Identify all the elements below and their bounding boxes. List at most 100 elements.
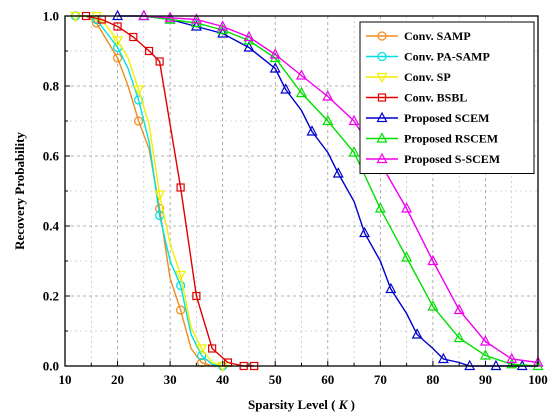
data-point bbox=[411, 328, 423, 339]
x-tick-label: 100 bbox=[528, 372, 548, 387]
axis-ticks: 10 20 30 40 50 60 70 80 90 100 0.0 0.2 0.4 0.6 0.8 1.0 bbox=[43, 9, 548, 388]
data-point bbox=[133, 85, 145, 96]
series-line bbox=[85, 15, 255, 367]
legend-item: Conv. SAMP bbox=[366, 29, 471, 43]
data-point bbox=[532, 359, 544, 371]
data-point bbox=[154, 190, 166, 201]
data-point bbox=[175, 270, 187, 282]
data-point bbox=[190, 16, 202, 28]
data-point bbox=[377, 51, 387, 62]
data-point bbox=[196, 344, 208, 355]
data-point bbox=[348, 114, 360, 126]
data-point bbox=[401, 251, 413, 262]
x-tick-label: 10 bbox=[59, 372, 72, 387]
y-tick-label: 0.8 bbox=[43, 79, 60, 94]
data-point bbox=[243, 41, 255, 52]
legend-label: Proposed SCEM bbox=[404, 111, 489, 125]
data-point bbox=[190, 13, 202, 24]
data-point bbox=[453, 331, 465, 343]
data-point bbox=[506, 352, 518, 364]
data-point bbox=[133, 116, 144, 126]
legend-label: Conv. SAMP bbox=[404, 29, 471, 43]
data-point bbox=[164, 13, 176, 24]
data-point bbox=[377, 31, 387, 41]
x-axis-label-close-paren: ) bbox=[347, 397, 355, 412]
legend-label: Conv. SP bbox=[404, 70, 451, 84]
x-axis-label: Sparsity Level ( K ) bbox=[248, 397, 355, 412]
y-tick-label: 0.2 bbox=[43, 289, 59, 304]
series-line bbox=[143, 15, 539, 367]
data-point bbox=[385, 282, 397, 294]
x-tick-label: 30 bbox=[164, 372, 177, 387]
series-line bbox=[75, 15, 234, 367]
data-point bbox=[479, 335, 491, 346]
x-tick-label: 50 bbox=[269, 372, 282, 387]
data-point bbox=[217, 27, 229, 38]
legend-item: Proposed S-SCEM bbox=[366, 152, 500, 166]
series-conv-sp bbox=[70, 11, 234, 373]
legend-item: Conv. PA-SAMP bbox=[366, 50, 490, 64]
legend-label: Proposed RSCEM bbox=[404, 132, 498, 146]
series-proposed-rscem bbox=[138, 9, 544, 371]
data-point bbox=[427, 300, 439, 311]
data-point bbox=[453, 303, 465, 315]
data-point bbox=[401, 202, 413, 213]
data-point bbox=[243, 30, 255, 42]
data-point bbox=[190, 20, 202, 31]
x-axis-label-open-paren: ( bbox=[328, 397, 339, 412]
series-line bbox=[143, 15, 539, 364]
data-point bbox=[129, 32, 138, 42]
x-tick-label: 60 bbox=[321, 372, 334, 387]
x-tick-label: 70 bbox=[374, 372, 387, 387]
data-point bbox=[376, 152, 388, 164]
legend-label: Conv. PA-SAMP bbox=[404, 50, 490, 64]
data-point bbox=[296, 69, 307, 80]
x-tick-label: 90 bbox=[479, 372, 492, 387]
data-point bbox=[112, 53, 123, 63]
data-point bbox=[376, 132, 388, 143]
data-point bbox=[197, 350, 207, 361]
series-proposed-s-scem bbox=[138, 9, 544, 367]
legend-label: Proposed S-SCEM bbox=[404, 152, 500, 166]
data-point bbox=[70, 11, 82, 23]
series-line bbox=[75, 15, 234, 367]
data-point bbox=[376, 72, 388, 84]
data-point bbox=[164, 11, 176, 22]
legend: Conv. SAMP Conv. PA-SAMP Conv. SP Conv. BSB… bbox=[359, 21, 535, 174]
legend-label: Conv. BSBL bbox=[404, 91, 467, 105]
data-point bbox=[332, 167, 344, 178]
x-tick-label: 40 bbox=[216, 372, 229, 387]
data-point bbox=[464, 359, 476, 371]
y-tick-label: 0.6 bbox=[43, 149, 60, 164]
x-tick-label: 80 bbox=[426, 372, 439, 387]
legend-item: Conv. SP bbox=[366, 70, 451, 84]
data-point bbox=[377, 93, 387, 102]
data-point bbox=[479, 349, 491, 360]
data-point bbox=[243, 34, 255, 45]
data-point bbox=[506, 357, 518, 369]
series-layer bbox=[70, 9, 544, 373]
data-point bbox=[208, 344, 217, 353]
data-point bbox=[144, 46, 154, 56]
x-axis-label-text: Sparsity Level bbox=[248, 397, 328, 412]
x-tick-label: 20 bbox=[111, 372, 124, 387]
data-point bbox=[269, 48, 281, 59]
y-tick-label: 1.0 bbox=[43, 9, 59, 24]
legend-item: Conv. BSBL bbox=[366, 91, 467, 105]
data-point bbox=[296, 86, 307, 98]
data-point bbox=[490, 359, 502, 371]
data-point bbox=[322, 90, 334, 101]
data-point bbox=[376, 111, 388, 123]
data-point bbox=[113, 22, 122, 31]
legend-item: Proposed RSCEM bbox=[366, 132, 498, 146]
data-point bbox=[138, 9, 150, 21]
data-point bbox=[322, 114, 334, 126]
data-point bbox=[359, 226, 371, 238]
data-point bbox=[306, 125, 318, 136]
data-point bbox=[280, 83, 292, 94]
data-point bbox=[155, 57, 164, 66]
data-point bbox=[192, 291, 201, 301]
legend-item: Proposed SCEM bbox=[366, 111, 489, 125]
y-axis-label: Recovery Probability bbox=[12, 132, 27, 250]
data-point bbox=[176, 280, 186, 291]
